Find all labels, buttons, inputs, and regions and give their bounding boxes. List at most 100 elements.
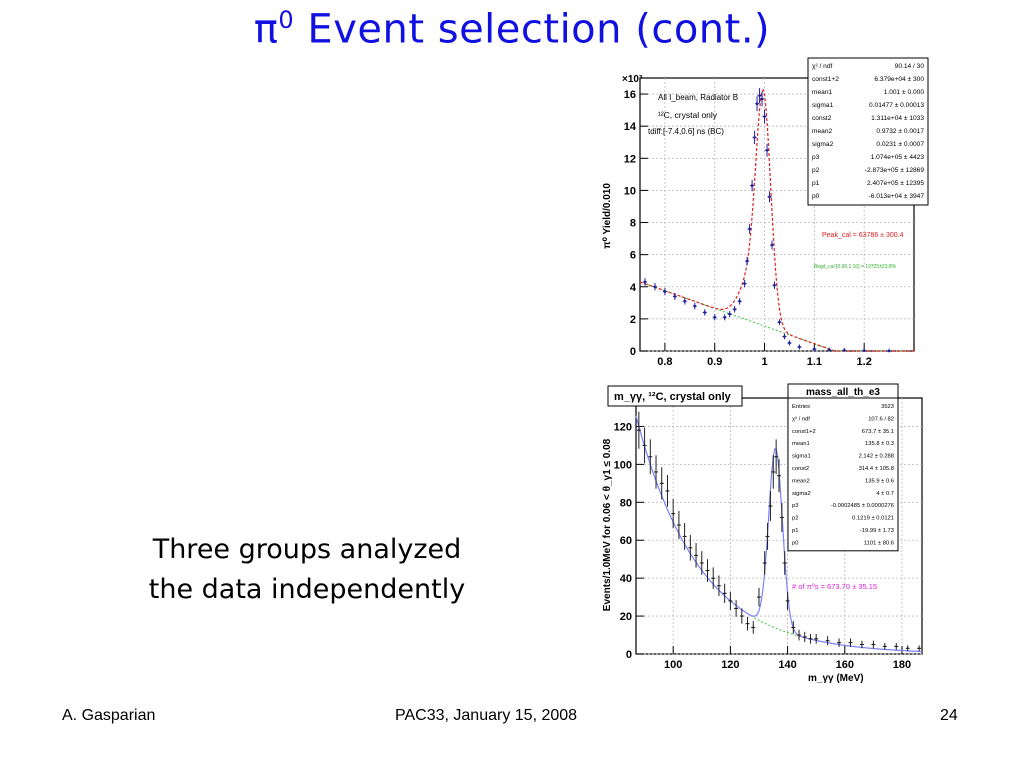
data-point [742,279,747,288]
data-point [765,143,770,157]
marker [778,320,781,324]
y-tick-label: 100 [614,459,632,471]
data-point [652,283,657,291]
y-tick-label: 12 [624,153,636,165]
title-symbol: π [253,6,279,53]
stats-title: mass_all_th_e3 [806,387,880,398]
stat-name: mean2 [792,478,810,484]
yield-stats-box: χ² / ndf 90.14 / 30 const1+2 6.379e+04 ± 30… [807,57,929,206]
data-point [785,591,790,610]
data-point [760,91,765,107]
data-point [779,502,784,532]
data-point [814,634,819,644]
stat-value: 6.379e+04 ± 300 [874,76,924,83]
marker [706,569,709,572]
y-tick-label: 120 [614,421,632,433]
marker [689,546,692,549]
stat-value: -6.013e+04 ± 3947 [869,193,925,200]
x-tick-label: 1.1 [807,356,822,368]
stat-name: mean1 [792,441,810,447]
marker [746,622,749,625]
data-point [797,629,802,641]
data-point [887,348,892,353]
yield-chart: 0.8 0.9 1 1.1 1.2 0 2 4 6 8 10 12 14 16 ×10³ π⁰ Yield… [596,56,936,368]
y-tick-label: 4 [630,282,637,294]
marker [813,347,816,351]
data-point [837,638,842,647]
marker [703,311,707,314]
y-tick-label: 80 [620,497,632,509]
y-tick-label: 20 [620,611,632,623]
marker [768,195,771,199]
mass-chart: 100 120 140 160 180 0 20 40 60 80 100 120 m_γγ, ¹²C… [596,380,936,686]
data-point [682,522,687,550]
data-point [917,645,922,652]
marker [655,471,657,473]
stats-box-frame [807,57,929,206]
data-point [728,591,733,610]
stat-value: 673.7 ± 35.1 [862,429,894,435]
data-point [659,467,664,500]
marker [695,554,697,557]
yield-annotation-2: ¹²C, crystal only [658,110,718,120]
marker [748,227,751,231]
marker [883,645,886,648]
data-point [750,179,755,192]
stat-name: const1+2 [792,429,816,435]
marker [733,307,736,311]
marker [849,641,852,644]
data-point [722,314,727,321]
mass-title-box: m_γγ, ¹²C, crystal only [607,385,743,407]
marker [758,94,761,97]
y-tick-label: 14 [624,121,637,133]
marker [653,285,657,289]
data-point [692,302,697,310]
marker [743,282,746,285]
data-point [711,567,716,589]
y-tick-label: 16 [624,89,636,101]
data-point [745,256,750,266]
marker [918,647,921,650]
data-point [727,310,732,318]
data-point [905,645,910,652]
data-point [757,88,762,104]
marker [752,626,755,629]
marker [745,259,749,263]
marker [838,641,840,644]
caption-line-2: the data independently [148,574,466,605]
data-point [755,96,760,112]
yield-annotation-1: All I_beam, Radiator B [658,93,738,102]
data-point [734,600,739,617]
stat-name: p2 [792,516,798,522]
marker [769,505,772,507]
marker [828,348,831,352]
data-point [737,297,742,305]
marker [672,512,675,515]
marker [763,115,766,118]
marker [770,243,774,247]
y-tick-label: 2 [630,314,636,326]
data-point [722,583,727,603]
data-point [712,314,717,321]
stat-value: 1.311e+04 ± 1033 [871,115,924,122]
data-point [648,439,653,475]
stat-value: -2.873e+05 ± 12869 [865,167,924,174]
stat-name: sigma1 [792,454,811,460]
stat-value: 2.407e+05 ± 12395 [867,180,924,187]
stat-value: 0.01477 ± 0.00013 [869,102,924,109]
stat-value: 314.4 ± 105.8 [859,466,894,472]
marker [673,295,677,298]
y-tick-label: 0 [626,649,632,661]
marker [713,315,717,319]
data-point [739,608,744,624]
data-point [827,347,832,352]
marker [735,607,737,610]
title-text: Event selection (cont.) [294,6,771,53]
marker [788,341,791,345]
footer-event: PAC33, January 15, 2008 [395,707,578,724]
y-tick-label: 40 [620,573,632,585]
marker [861,643,863,646]
data-point [716,575,721,596]
data-point [665,475,670,507]
x-tick-label: 1.2 [857,356,872,368]
